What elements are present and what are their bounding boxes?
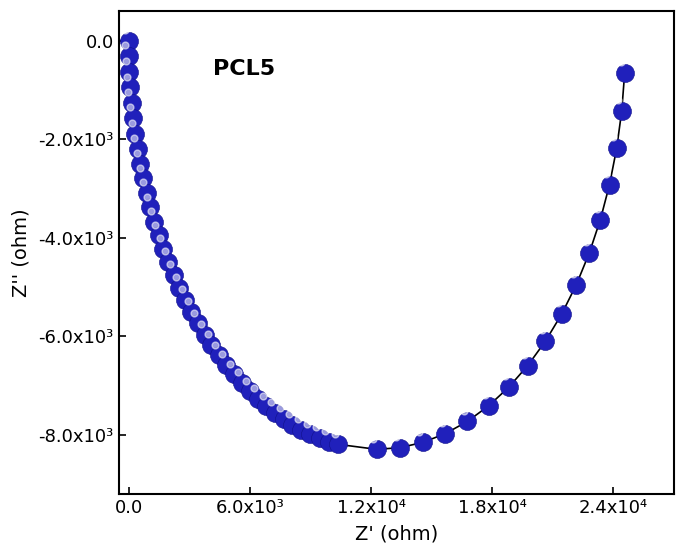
X-axis label: Z' (ohm): Z' (ohm) xyxy=(355,525,438,544)
Text: PCL5: PCL5 xyxy=(213,59,275,79)
Y-axis label: Z'' (ohm): Z'' (ohm) xyxy=(11,208,30,297)
